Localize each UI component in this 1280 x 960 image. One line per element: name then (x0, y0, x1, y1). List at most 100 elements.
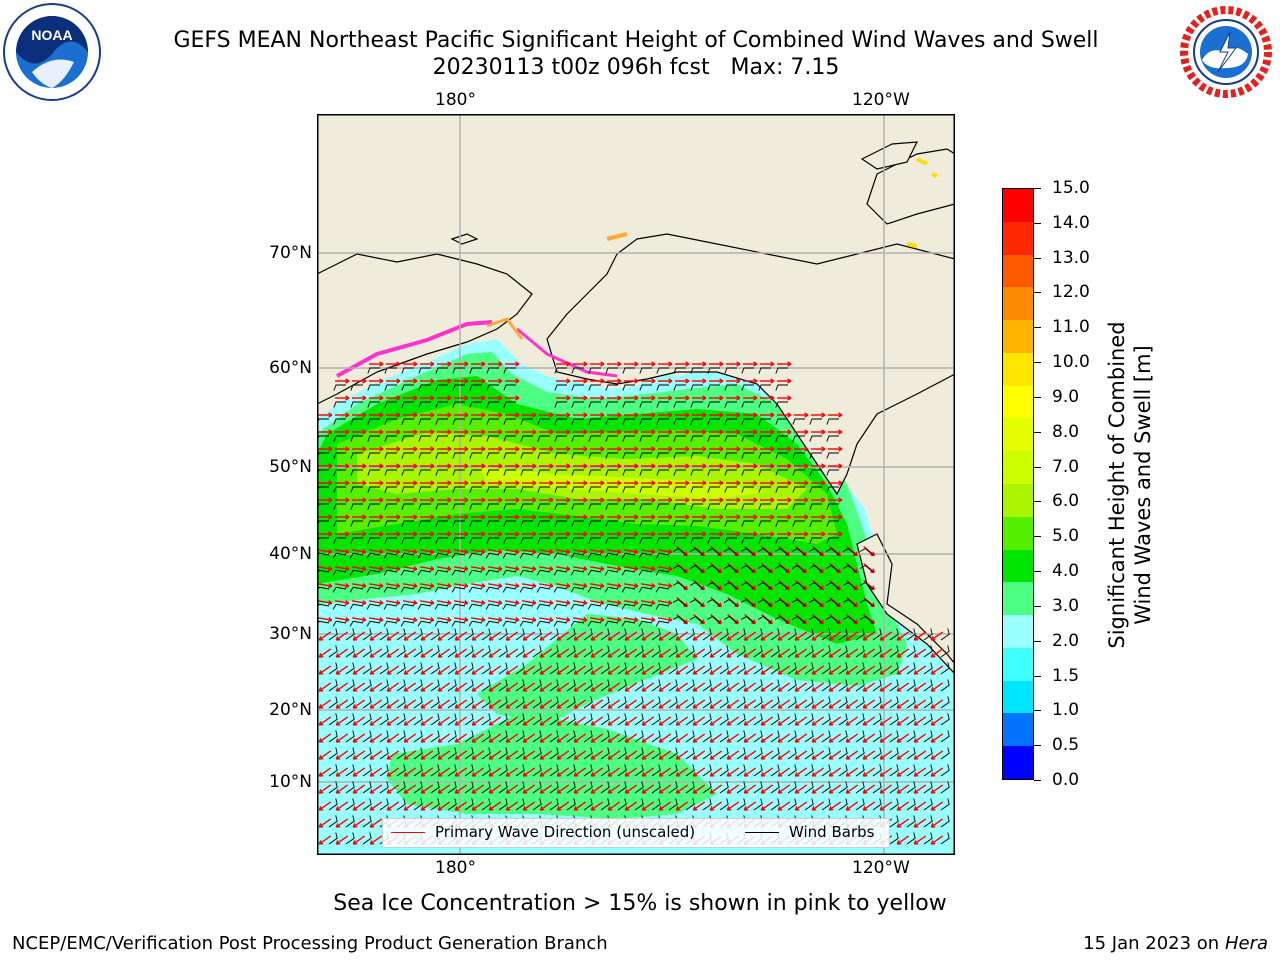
wave-arrow-head (437, 789, 443, 794)
wind-barb (345, 815, 355, 828)
wind-barb (349, 569, 364, 576)
wave-arrow (368, 566, 384, 570)
wind-barb (753, 798, 763, 811)
legend-wave-direction: Primary Wave Direction (unscaled) (391, 823, 695, 841)
wind-barb (468, 603, 483, 610)
wave-arrow-head (446, 600, 452, 606)
wave-arrow-head (566, 361, 571, 367)
wave-arrow-head (590, 789, 596, 794)
wave-arrow-head (318, 823, 324, 828)
wave-arrow-head (736, 361, 741, 367)
wave-arrow-head (539, 789, 545, 794)
wave-arrow (641, 699, 655, 709)
wind-barb (872, 747, 882, 760)
wave-arrow-head (768, 585, 774, 591)
wind-barb (481, 645, 491, 658)
wind-barb (702, 696, 712, 709)
wind-barb (566, 747, 576, 760)
wave-arrow (760, 631, 774, 641)
wind-barb (588, 384, 601, 391)
wind-barb (673, 486, 686, 493)
wave-arrow (743, 699, 757, 709)
wave-arrow (778, 579, 790, 591)
colorbar-tick-mark (1034, 640, 1041, 642)
wave-arrow-head (692, 789, 698, 794)
wave-arrow-head (573, 653, 579, 658)
wave-arrow (539, 733, 553, 743)
wave-arrow-head (420, 806, 426, 811)
wind-barb (639, 435, 652, 442)
wave-arrow-head (463, 617, 469, 623)
wind-barb (825, 565, 840, 573)
wave-arrow-head (437, 670, 443, 675)
wave-arrow-head (821, 497, 826, 503)
wave-arrow (812, 545, 824, 557)
wind-barb (809, 469, 822, 476)
wave-arrow (437, 733, 451, 743)
wave-arrow-head (726, 687, 732, 692)
wave-arrow-head (709, 687, 715, 692)
wave-arrow-head (345, 480, 350, 486)
wave-arrow-head (896, 755, 902, 760)
wave-arrow-head (345, 429, 350, 435)
wave-arrow-head (930, 755, 936, 760)
wind-barb (549, 781, 559, 794)
wave-band-7m (477, 466, 767, 499)
wave-arrow-head (777, 755, 783, 760)
wave-arrow-head (641, 670, 647, 675)
wave-arrow-head (634, 361, 639, 367)
wave-arrow-head (352, 840, 358, 845)
wind-barb (605, 401, 618, 408)
wind-barb (940, 628, 950, 641)
wind-barb (549, 696, 559, 709)
wave-arrow-head (447, 446, 452, 452)
wave-arrow (709, 801, 723, 811)
wave-arrow-head (556, 738, 562, 743)
wind-barb (758, 435, 771, 442)
wind-barb (787, 696, 797, 709)
wave-arrow-head (692, 636, 698, 641)
wind-barb (328, 696, 338, 709)
wave-arrow (368, 583, 384, 587)
wind-barb (753, 764, 763, 777)
wind-barb (753, 713, 763, 726)
wave-arrow (573, 784, 587, 794)
wind-barb (906, 781, 916, 794)
wave-arrow-head (454, 721, 460, 726)
wind-barb (872, 798, 882, 811)
wave-arrow (675, 648, 689, 658)
wind-barb (447, 764, 457, 777)
wave-arrow-head (751, 568, 757, 574)
wave-arrow-head (573, 687, 579, 692)
wind-barb (464, 645, 474, 658)
wind-barb (940, 832, 950, 845)
wind-barb (532, 764, 542, 777)
wave-arrow-head (471, 704, 477, 709)
wave-arrow-head (675, 755, 681, 760)
wave-arrow (658, 784, 672, 794)
wind-barb (741, 503, 754, 510)
wave-arrow-head (437, 636, 443, 641)
wave-arrow (538, 566, 554, 570)
wave-arrow (624, 648, 638, 658)
wave-arrow-head (379, 378, 384, 384)
wave-arrow-head (683, 568, 689, 574)
wave-arrow (318, 699, 332, 709)
wind-barb (838, 781, 848, 794)
wind-barb (345, 781, 355, 794)
wave-arrow-head (318, 636, 324, 641)
wave-arrow-head (624, 636, 630, 641)
wave-arrow (657, 600, 673, 604)
wave-arrow-head (582, 566, 588, 572)
wind-barb (672, 599, 687, 607)
wind-barb (362, 679, 372, 692)
wind-barb (485, 552, 500, 559)
wave-arrow (641, 648, 655, 658)
wave-arrow-head (633, 566, 639, 572)
wind-barb (842, 565, 857, 573)
wind-barb (940, 696, 950, 709)
wind-barb (757, 565, 772, 573)
wave-arrow-head (447, 412, 452, 418)
wave-arrow (318, 750, 332, 760)
wind-barb (396, 679, 406, 692)
